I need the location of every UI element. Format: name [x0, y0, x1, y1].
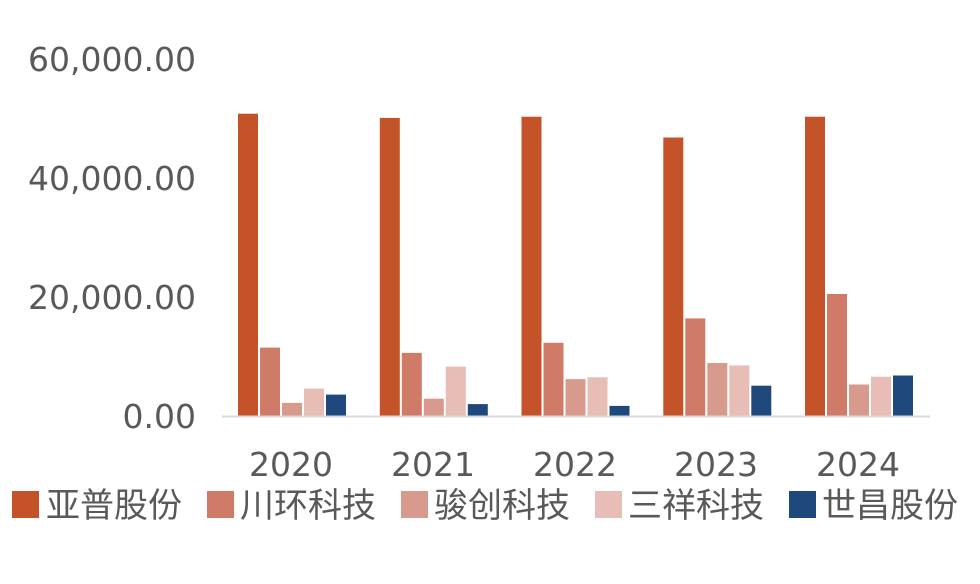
x-tick-label: 2022: [533, 445, 617, 484]
bar: [893, 375, 913, 416]
y-tick-label: 0.00: [123, 397, 196, 436]
bar: [805, 116, 825, 416]
bar: [379, 117, 400, 417]
bar: [663, 137, 684, 416]
legend-item: 世昌股份: [789, 486, 958, 526]
bar: [543, 342, 564, 416]
legend-item: 骏创科技: [401, 486, 570, 526]
bar: [751, 385, 772, 416]
bar: [401, 352, 422, 416]
legend-swatch: [595, 491, 622, 518]
bar: [707, 363, 728, 416]
bar: [326, 394, 346, 416]
bar: [729, 365, 750, 416]
x-tick-label: 2020: [249, 445, 333, 484]
bar: [238, 113, 258, 416]
legend-item: 三祥科技: [595, 486, 764, 526]
bar: [521, 116, 542, 416]
x-tick-label: 2021: [391, 445, 475, 484]
y-tick-label: 60,000.00: [28, 40, 196, 79]
y-tick-label: 40,000.00: [28, 159, 196, 198]
legend-swatch: [401, 491, 428, 518]
legend-label: 三祥科技: [628, 486, 764, 526]
legend-swatch: [207, 491, 234, 518]
legend-swatch: [789, 491, 816, 518]
y-tick-label: 20,000.00: [28, 278, 196, 317]
bar: [282, 402, 302, 416]
bar: [565, 379, 586, 416]
bar: [609, 405, 630, 416]
bar: [849, 384, 869, 416]
legend-item: 亚普股份: [12, 486, 182, 526]
bar: [304, 388, 324, 416]
bar: [467, 404, 488, 416]
legend-label: 亚普股份: [46, 486, 182, 526]
x-axis-labels: 2020 2021 2022 2023 2024: [249, 445, 900, 484]
bar: [445, 366, 466, 416]
bars-group: [238, 113, 913, 417]
legend-label: 世昌股份: [822, 486, 958, 526]
bar: [423, 398, 444, 416]
legend-label: 川环科技: [240, 486, 376, 526]
bar: [827, 294, 847, 416]
bar: [260, 347, 280, 416]
legend-label: 骏创科技: [434, 486, 570, 526]
legend: 亚普股份 川环科技 骏创科技 三祥科技 世昌股份: [12, 486, 958, 526]
legend-item: 川环科技: [207, 486, 376, 526]
x-tick-label: 2024: [816, 445, 900, 484]
bar: [685, 318, 706, 416]
y-axis-ticks: 0.00 20,000.00 40,000.00 60,000.00: [28, 40, 196, 436]
bar: [587, 377, 608, 416]
legend-swatch: [12, 491, 39, 518]
bar: [871, 376, 891, 416]
x-tick-label: 2023: [674, 445, 758, 484]
